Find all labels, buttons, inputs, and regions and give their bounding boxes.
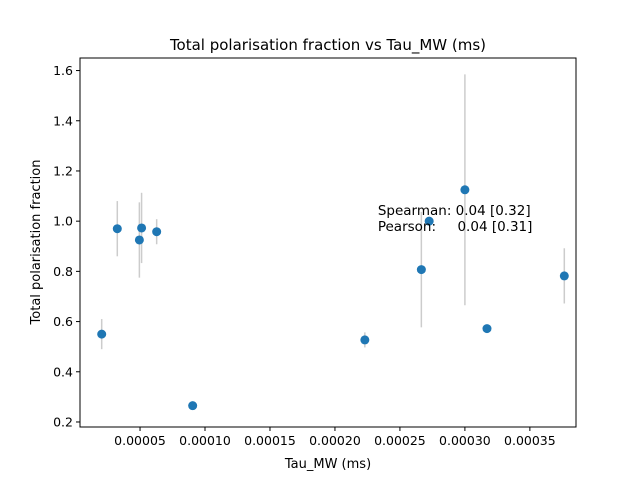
correlation-annotation: Spearman: 0.04 [0.32] Pearson: 0.04 [0.3… bbox=[0, 0, 552, 235]
x-tick-label: 0.00015 bbox=[244, 433, 296, 448]
data-point bbox=[152, 227, 162, 237]
y-tick-label: 0.6 bbox=[53, 314, 73, 329]
data-point bbox=[97, 329, 107, 339]
data-point bbox=[416, 265, 426, 275]
y-tick-label: 1.4 bbox=[53, 113, 73, 128]
x-tick-label: 0.00010 bbox=[179, 433, 231, 448]
data-point bbox=[112, 224, 122, 234]
marker-layer bbox=[97, 185, 569, 411]
x-axis-ticks: 0.00005 0.00010 0.00015 0.00020 0.00025 0.000… bbox=[114, 427, 556, 448]
data-point bbox=[188, 401, 198, 411]
y-axis-label: Total polarisation fraction bbox=[29, 160, 44, 326]
data-point bbox=[137, 223, 147, 233]
y-axis-ticks: 0.2 0.4 0.6 0.8 1.0 1.2 1.4 1.6 bbox=[53, 63, 80, 429]
y-tick-label: 0.4 bbox=[53, 364, 73, 379]
x-axis-label: Tau_MW (ms) bbox=[284, 457, 371, 472]
annotation-pearson: Pearson: 0.04 [0.31] bbox=[378, 219, 533, 235]
x-tick-label: 0.00005 bbox=[114, 433, 166, 448]
data-point bbox=[424, 216, 434, 226]
data-point bbox=[460, 185, 470, 195]
y-tick-label: 0.8 bbox=[53, 264, 73, 279]
y-tick-label: 1.0 bbox=[53, 214, 73, 229]
data-point bbox=[559, 271, 569, 281]
data-point bbox=[360, 335, 370, 345]
y-tick-label: 1.6 bbox=[53, 63, 73, 78]
y-tick-label: 1.2 bbox=[53, 163, 73, 178]
x-tick-label: 0.00035 bbox=[504, 433, 556, 448]
x-tick-label: 0.00030 bbox=[439, 433, 491, 448]
chart-title: Total polarisation fraction vs Tau_MW (m… bbox=[169, 36, 486, 55]
x-tick-label: 0.00025 bbox=[374, 433, 426, 448]
data-point bbox=[482, 324, 492, 334]
y-tick-label: 0.2 bbox=[53, 414, 73, 429]
plot-frame bbox=[79, 57, 577, 428]
annotation-spearman: Spearman: 0.04 [0.32] bbox=[378, 203, 531, 219]
x-tick-label: 0.00020 bbox=[309, 433, 361, 448]
data-point bbox=[134, 235, 144, 245]
